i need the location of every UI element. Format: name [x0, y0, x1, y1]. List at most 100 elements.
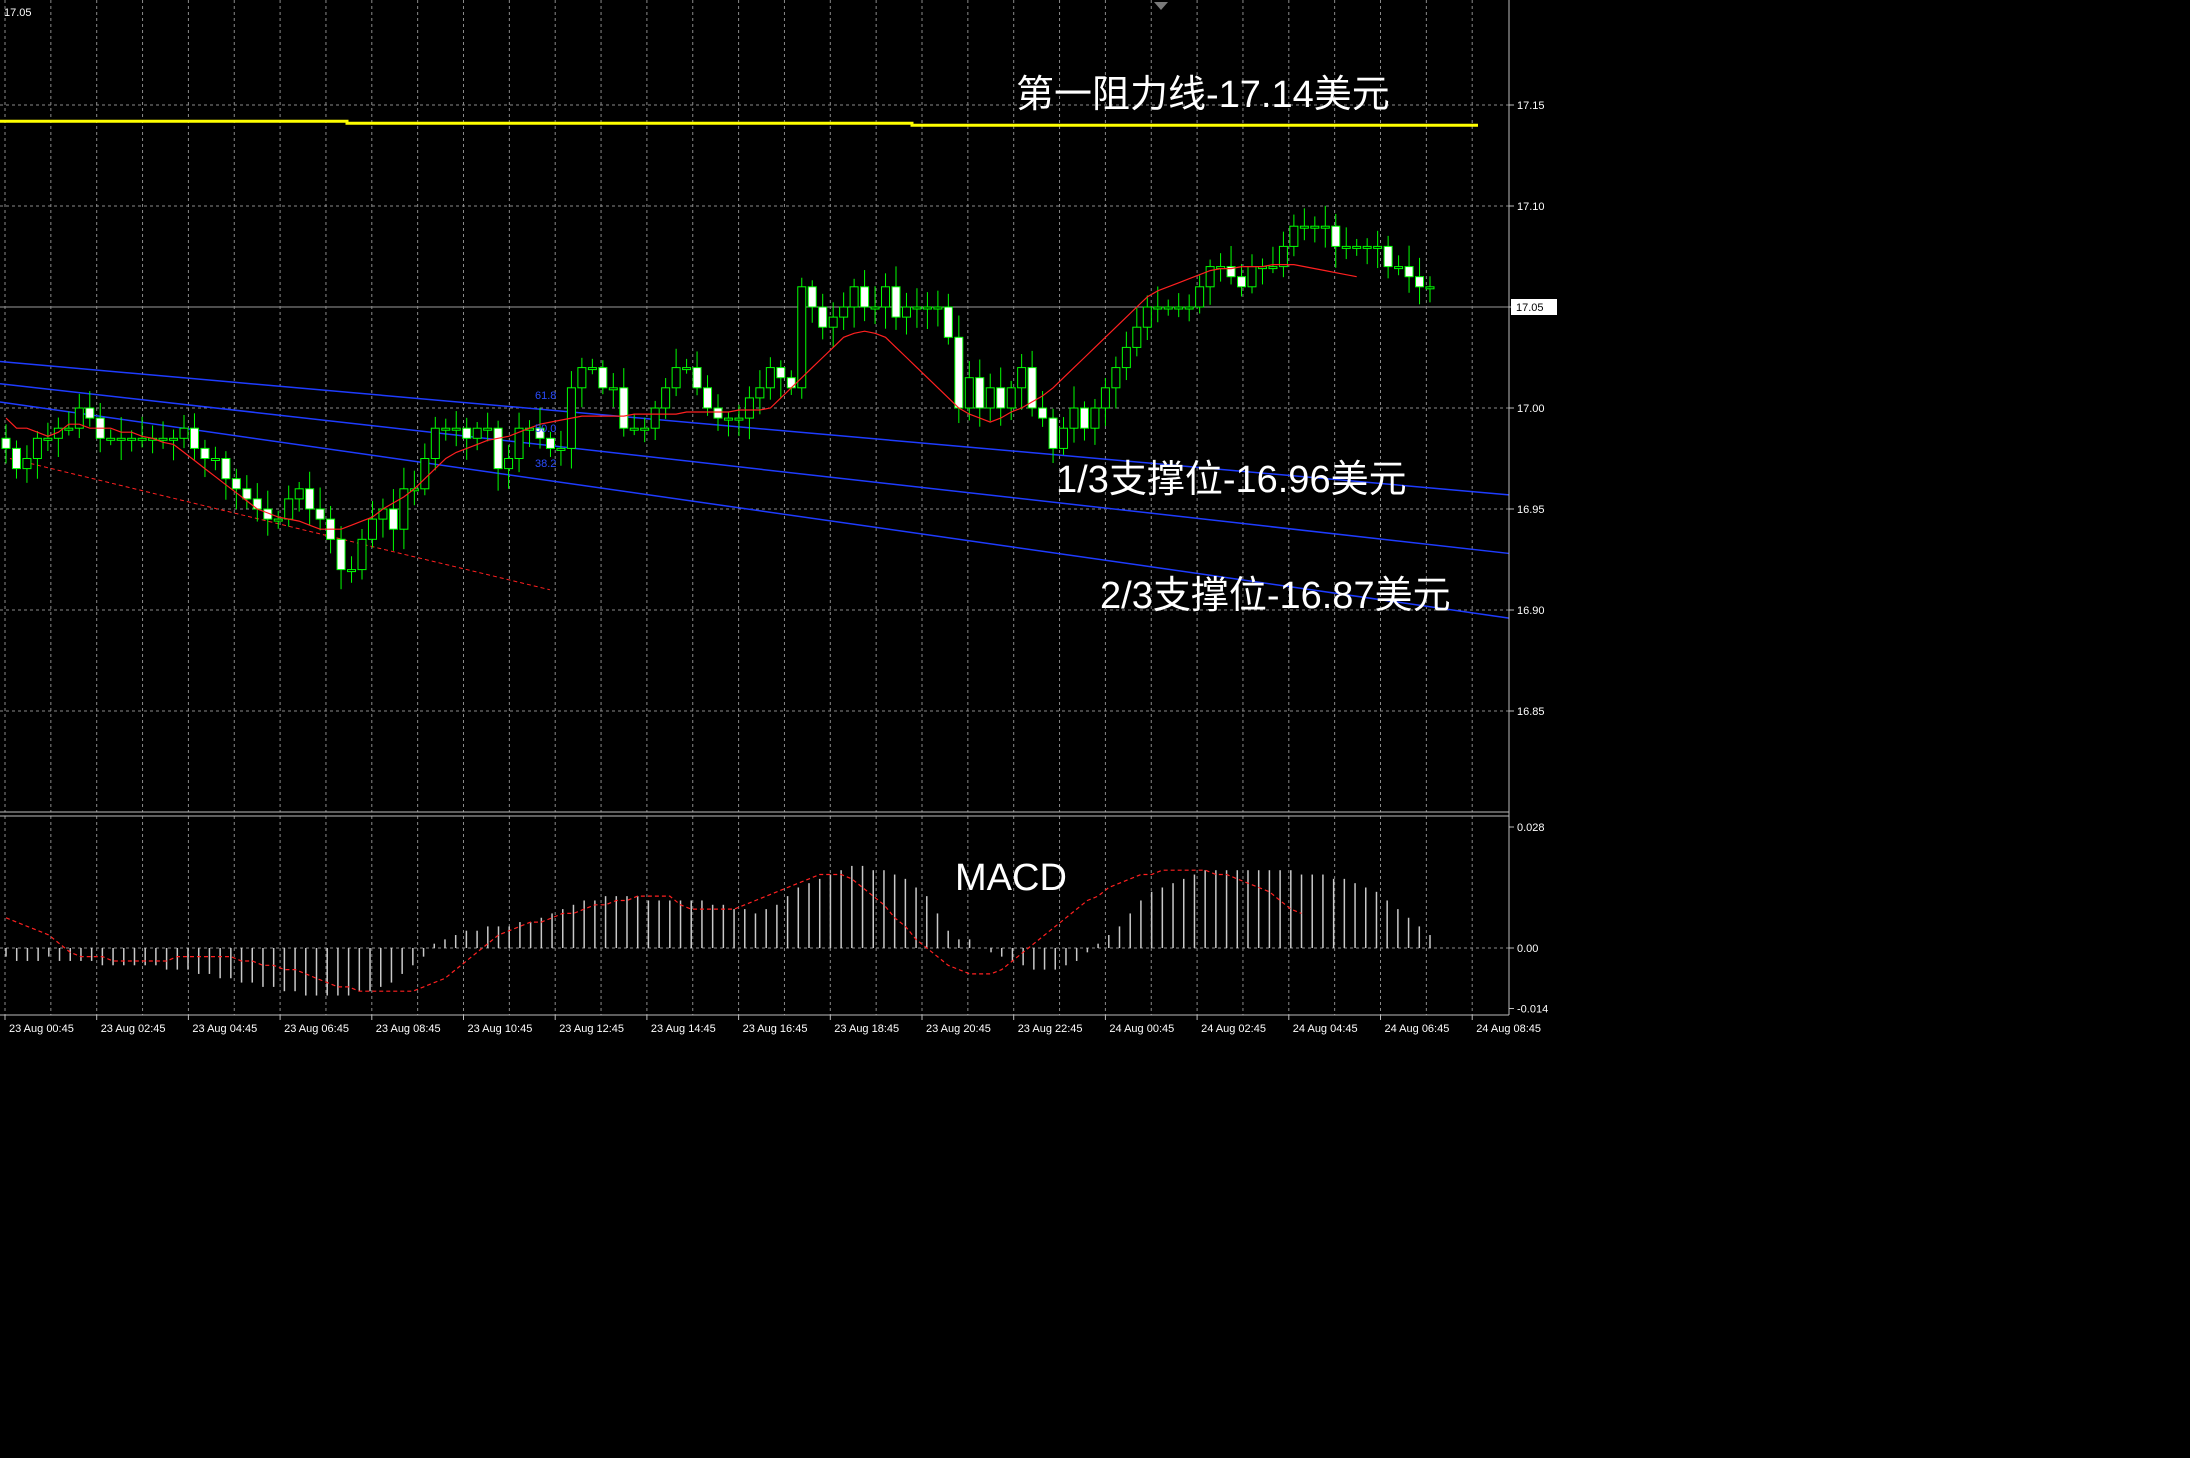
candle-body: [1195, 286, 1205, 308]
candle-body: [985, 387, 995, 409]
candle-body: [661, 387, 671, 409]
chart-background: [0, 0, 1566, 1044]
time-tick-label: 23 Aug 20:45: [926, 1023, 991, 1035]
candle-body: [64, 427, 74, 431]
candle-body: [943, 306, 953, 338]
candle-body: [786, 377, 796, 389]
candle-body: [1111, 367, 1121, 389]
candle-body: [723, 417, 733, 421]
candle-body: [1299, 225, 1309, 229]
candle-body: [336, 538, 346, 571]
candle-body: [1362, 245, 1372, 249]
candle-body: [1383, 245, 1393, 268]
candle-body: [598, 367, 608, 389]
candle-body: [1121, 346, 1131, 369]
time-tick-label: 23 Aug 22:45: [1018, 1023, 1083, 1035]
macd-title: MACD: [955, 857, 1067, 899]
time-tick-label: 23 Aug 18:45: [834, 1023, 899, 1035]
candle-body: [399, 488, 409, 530]
price-tick-label: 16.90: [1517, 605, 1545, 617]
candle-body: [964, 377, 974, 409]
candle-body: [1079, 407, 1089, 429]
candle-body: [1247, 266, 1257, 288]
candle-body: [1205, 266, 1215, 288]
candle-body: [807, 286, 817, 308]
time-tick-label: 23 Aug 16:45: [743, 1023, 808, 1035]
candle-body: [744, 397, 754, 419]
candle-body: [1352, 245, 1362, 249]
time-tick-label: 23 Aug 08:45: [376, 1023, 441, 1035]
price-tick-label: 16.85: [1517, 706, 1545, 718]
candle-body: [818, 306, 828, 328]
candle-body: [1278, 245, 1288, 268]
candle-body: [305, 488, 315, 510]
candle-body: [828, 316, 838, 328]
candle-body: [504, 458, 514, 470]
candle-body: [765, 367, 775, 389]
time-tick-label: 23 Aug 14:45: [651, 1023, 716, 1035]
chart-shift-marker-icon[interactable]: [1154, 2, 1168, 10]
candle-body: [954, 336, 964, 409]
candle-body: [32, 437, 42, 459]
candle-body: [294, 488, 304, 500]
candle-body: [43, 437, 53, 441]
candle-body: [388, 508, 398, 530]
candle-body: [1268, 266, 1278, 270]
candle-body: [273, 518, 283, 522]
candle-body: [1415, 276, 1425, 288]
candle-body: [891, 286, 901, 318]
time-tick-label: 23 Aug 10:45: [468, 1023, 533, 1035]
macd-panel: [5, 865, 1431, 996]
candle-body: [493, 427, 503, 470]
candle-body: [1237, 276, 1247, 288]
current-price-label: 17.05: [1516, 302, 1544, 314]
candle-body: [535, 427, 545, 439]
candle-body: [315, 508, 325, 520]
candle-body: [629, 427, 639, 431]
candle-body: [1, 437, 11, 449]
candle-body: [692, 367, 702, 389]
price-chart: 17.15 17.10 17.00 16.95 16.90 16.85 17.05 0.028…: [0, 0, 1566, 1044]
grid-lines: [0, 0, 1509, 1015]
candle-body: [210, 458, 220, 461]
candle-body: [556, 447, 566, 451]
candle-body: [1153, 306, 1163, 310]
candle-body: [1226, 266, 1236, 278]
price-tick-label: 16.95: [1517, 504, 1545, 516]
support-channel: [0, 119, 1510, 619]
time-tick-label: 23 Aug 12:45: [559, 1023, 624, 1035]
candle-body: [483, 427, 493, 431]
time-tick-label: 23 Aug 02:45: [101, 1023, 166, 1035]
candle-body: [420, 458, 430, 490]
channel-line: [0, 401, 1510, 619]
candle-body: [11, 447, 21, 470]
candle-body: [703, 387, 713, 409]
time-tick-label: 23 Aug 04:45: [192, 1023, 257, 1035]
candle-body: [462, 427, 472, 439]
support1-label: 1/3支撑位-16.96美元: [1056, 459, 1407, 501]
macd-signal-line: [5, 869, 1302, 992]
macd-tick-label: 0.00: [1517, 943, 1538, 955]
candle-body: [430, 427, 440, 460]
resistance-label: 第一阻力线-17.14美元: [1016, 74, 1390, 116]
candle-body: [1174, 306, 1184, 310]
candle-body: [881, 286, 891, 308]
time-tick-label: 24 Aug 02:45: [1201, 1023, 1266, 1035]
channel-line: [0, 383, 1510, 555]
candle-body: [1373, 245, 1383, 249]
candle-body: [870, 306, 880, 310]
time-tick-label: 24 Aug 00:45: [1109, 1023, 1174, 1035]
price-tick-label: 17.10: [1517, 201, 1545, 213]
candle-body: [577, 367, 587, 389]
fib-label-618: 61.8: [535, 390, 556, 402]
candle-body: [357, 538, 367, 571]
time-tick-label: 23 Aug 00:45: [9, 1023, 74, 1035]
support2-label: 2/3支撑位-16.87美元: [1100, 575, 1451, 617]
time-tick-label: 24 Aug 08:45: [1476, 1023, 1541, 1035]
candle-body: [797, 286, 807, 389]
candle-body: [472, 427, 482, 439]
candle-body: [169, 437, 179, 441]
candle-body: [975, 377, 985, 409]
candle-body: [1038, 407, 1048, 419]
price-tick-label: 17.15: [1517, 100, 1545, 112]
